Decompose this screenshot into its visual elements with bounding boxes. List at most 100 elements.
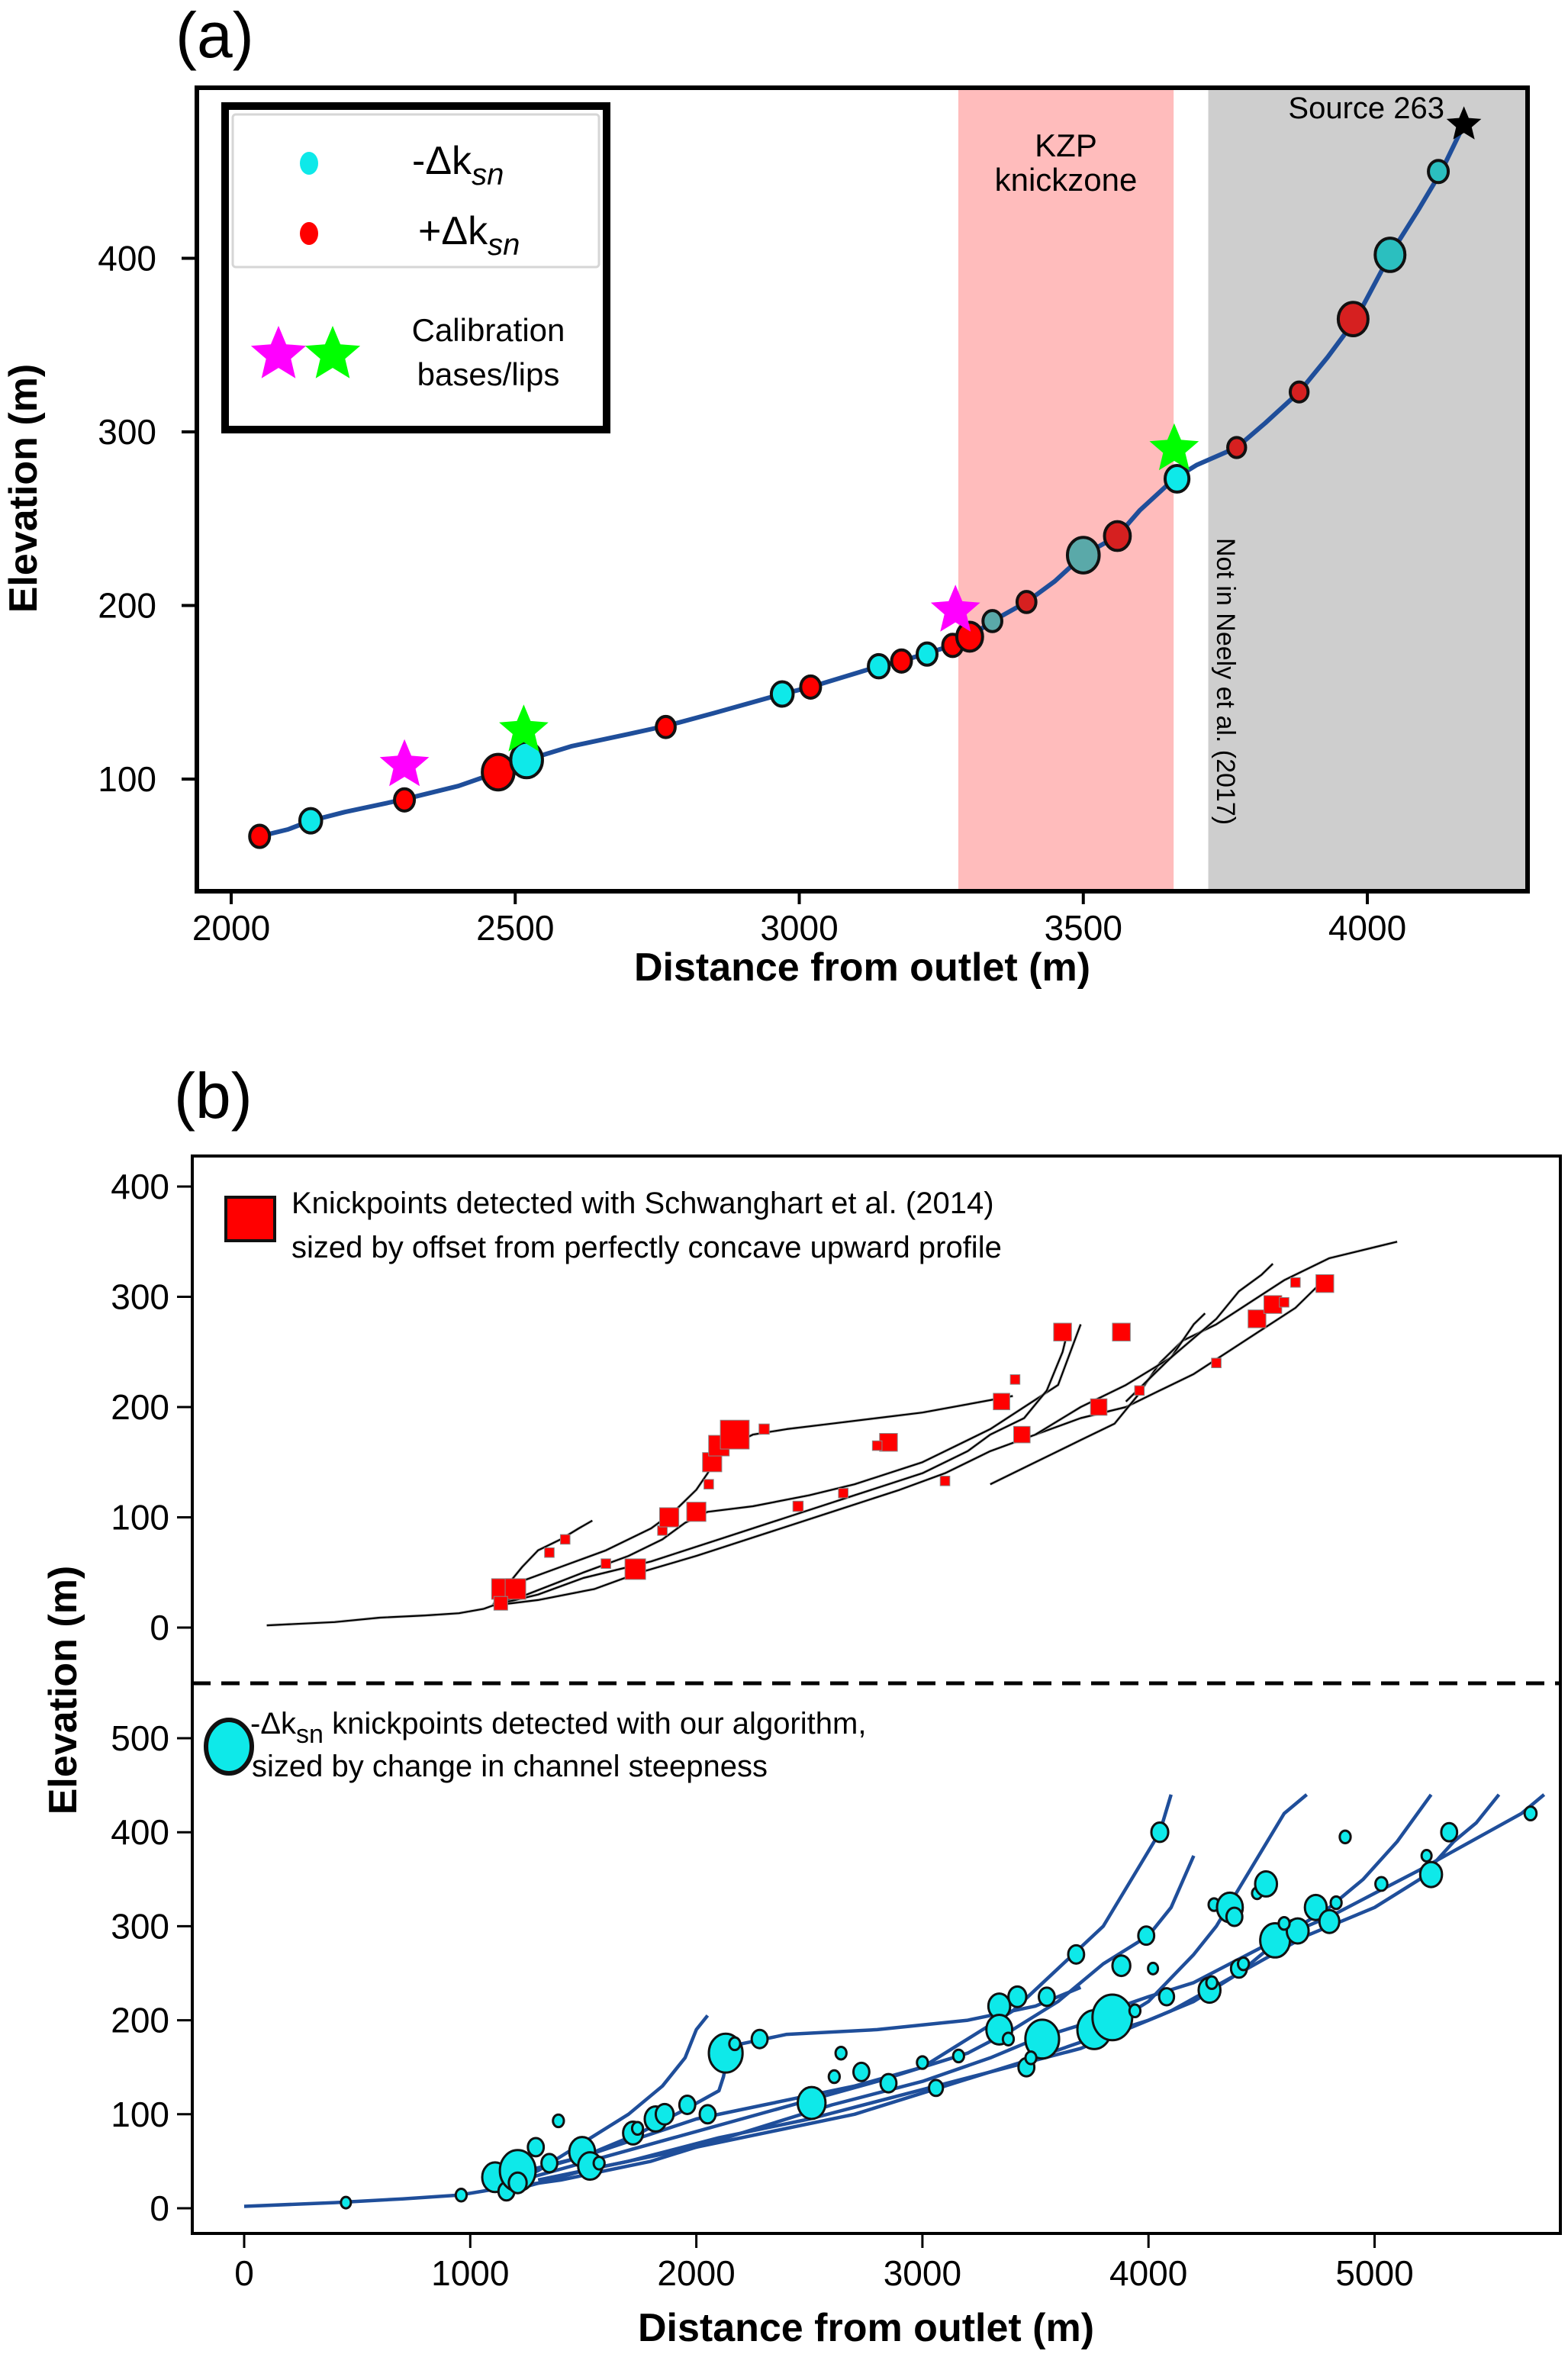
- algorithm-knickpoint: [552, 2113, 565, 2129]
- algorithm-knickpoint: [797, 2085, 827, 2121]
- b-top-profile-shadow: [989, 1240, 1398, 1486]
- b-top-profile-line: [491, 1395, 1013, 1606]
- schwanghart-knickpoint: [493, 1596, 508, 1611]
- a-y-ticks: 100 200 300 400: [98, 239, 197, 799]
- b-x-tick-label: 3000: [884, 2253, 961, 2293]
- schwanghart-knickpoint: [559, 1534, 571, 1545]
- a-calibration-stars: [379, 106, 1482, 787]
- calibration-star: [499, 704, 549, 752]
- algorithm-knickpoint: [916, 2055, 929, 2070]
- panel-label-a: (a): [175, 0, 254, 71]
- neg-dksn-knickpoint: [1373, 237, 1407, 273]
- schwanghart-knickpoint: [1013, 1425, 1031, 1444]
- b-bottom-legend-sub: sn: [296, 1720, 324, 1749]
- kzp-label-line2: knickzone: [995, 162, 1138, 198]
- a-x-tick-label: 2500: [476, 908, 554, 948]
- pos-dksn-knickpoint: [248, 823, 272, 849]
- pos-dksn-knickpoint: [655, 714, 677, 739]
- schwanghart-knickpoint: [658, 1507, 680, 1528]
- b-top-knickpoints: [491, 1274, 1335, 1611]
- a-y-tick-label: 100: [98, 759, 156, 799]
- pos-dksn-knickpoint: [1226, 436, 1248, 459]
- b-y-ticks: 0 100 200 300 400 0 100 200 300 400 500: [111, 1167, 192, 2228]
- schwanghart-knickpoint: [939, 1476, 951, 1486]
- b-x-tick-label: 1000: [431, 2253, 509, 2293]
- b-top-y-tick-label: 0: [150, 1608, 169, 1647]
- calibration-star: [1149, 423, 1199, 471]
- schwanghart-knickpoint: [871, 1440, 883, 1451]
- b-top-legend-square: [224, 1196, 276, 1242]
- neg-dksn-knickpoint: [769, 680, 795, 708]
- panel-label-b: (b): [174, 1060, 253, 1132]
- pos-dksn-knickpoint: [1288, 380, 1310, 404]
- algorithm-knickpoint: [1111, 1954, 1132, 1978]
- algorithm-knickpoint: [1067, 1943, 1086, 1965]
- a-x-tick-label: 3000: [760, 908, 838, 948]
- algorithm-knickpoint: [750, 2028, 769, 2050]
- algorithm-knickpoint: [1147, 1961, 1160, 1976]
- kzp-label-line1: KZP: [1035, 127, 1097, 163]
- algorithm-knickpoint: [1007, 1985, 1028, 2008]
- pos-dksn-knickpoint: [890, 648, 913, 674]
- b-y-axis-title: Elevation (m): [41, 1566, 85, 1815]
- neg-dksn-knickpoint: [1163, 463, 1191, 494]
- algorithm-knickpoint: [1329, 1895, 1343, 1911]
- b-x-tick-label: 5000: [1335, 2253, 1413, 2293]
- b-top-profile-line: [492, 1324, 1071, 1607]
- neg-dksn-knickpoint: [1427, 159, 1450, 185]
- not-in-neely-label: Not in Neely et al. (2017): [1211, 538, 1240, 825]
- b-plot-frame: [191, 1154, 1562, 2235]
- legend-stars: [250, 326, 361, 378]
- algorithm-knickpoint: [654, 2102, 675, 2126]
- b-bottom-knickpoints: [340, 1805, 1538, 2210]
- schwanghart-knickpoint: [1009, 1374, 1021, 1385]
- algorithm-knickpoint: [1523, 1805, 1538, 1822]
- b-top-profile-shadow: [492, 1324, 1071, 1608]
- schwanghart-knickpoint: [1112, 1322, 1131, 1341]
- algorithm-knickpoint: [928, 2079, 945, 2098]
- algorithm-knickpoint: [1205, 1975, 1219, 1991]
- algorithm-knickpoint: [454, 2188, 468, 2203]
- neg-dksn-knickpoint: [916, 641, 939, 667]
- neg-dksn-knickpoint: [981, 609, 1003, 633]
- b-bottom-y-tick-label: 0: [150, 2188, 169, 2228]
- schwanghart-knickpoint: [686, 1502, 707, 1522]
- b-x-axis-title: Distance from outlet (m): [638, 2306, 1094, 2350]
- b-x-ticks: 0 1000 2000 3000 4000 5000: [234, 2233, 1414, 2293]
- algorithm-knickpoint: [1440, 1821, 1459, 1843]
- b-bottom-legend-prefix: -Δk: [250, 1707, 297, 1741]
- b-top-profile-shadow: [491, 1394, 1013, 1607]
- b-top-profile-line: [1125, 1263, 1273, 1402]
- b-top-y-tick-label: 100: [111, 1498, 169, 1538]
- a-knickpoints: [248, 159, 1450, 849]
- pos-dksn-knickpoint: [1015, 590, 1038, 614]
- algorithm-knickpoint: [1285, 1917, 1310, 1945]
- algorithm-knickpoint: [592, 2156, 606, 2171]
- algorithm-knickpoint: [827, 2069, 841, 2085]
- algorithm-knickpoint: [1024, 2050, 1038, 2066]
- algorithm-knickpoint: [834, 2045, 848, 2061]
- b-top-profile-line: [266, 1605, 494, 1627]
- algorithm-knickpoint: [1277, 1915, 1291, 1931]
- a-y-tick-label: 300: [98, 412, 156, 452]
- algorithm-knickpoint: [1137, 1925, 1156, 1947]
- b-top-profile-shadow: [266, 1604, 494, 1628]
- pos-dksn-knickpoint: [955, 620, 984, 653]
- algorithm-knickpoint: [1338, 1829, 1352, 1845]
- schwanghart-knickpoint: [838, 1487, 848, 1499]
- algorithm-knickpoint: [1254, 1870, 1279, 1898]
- algorithm-knickpoint: [1236, 1956, 1251, 1972]
- algorithm-knickpoint: [507, 2171, 528, 2195]
- algorithm-knickpoint: [340, 2195, 353, 2210]
- algorithm-knickpoint: [1374, 1876, 1389, 1892]
- b-bottom-legend-suffix: knickpoints detected with our algorithm,: [324, 1707, 866, 1741]
- schwanghart-knickpoint: [1248, 1309, 1267, 1328]
- b-bottom-y-tick-label: 400: [111, 1812, 169, 1852]
- algorithm-knickpoint: [1318, 1908, 1341, 1934]
- b-top-profile-line: [990, 1241, 1398, 1486]
- b-bottom-y-tick-label: 100: [111, 2095, 169, 2134]
- neg-dksn-knickpoint: [1065, 536, 1101, 575]
- b-bottom-y-tick-label: 200: [111, 2001, 169, 2040]
- pos-dksn-knickpoint: [799, 674, 823, 700]
